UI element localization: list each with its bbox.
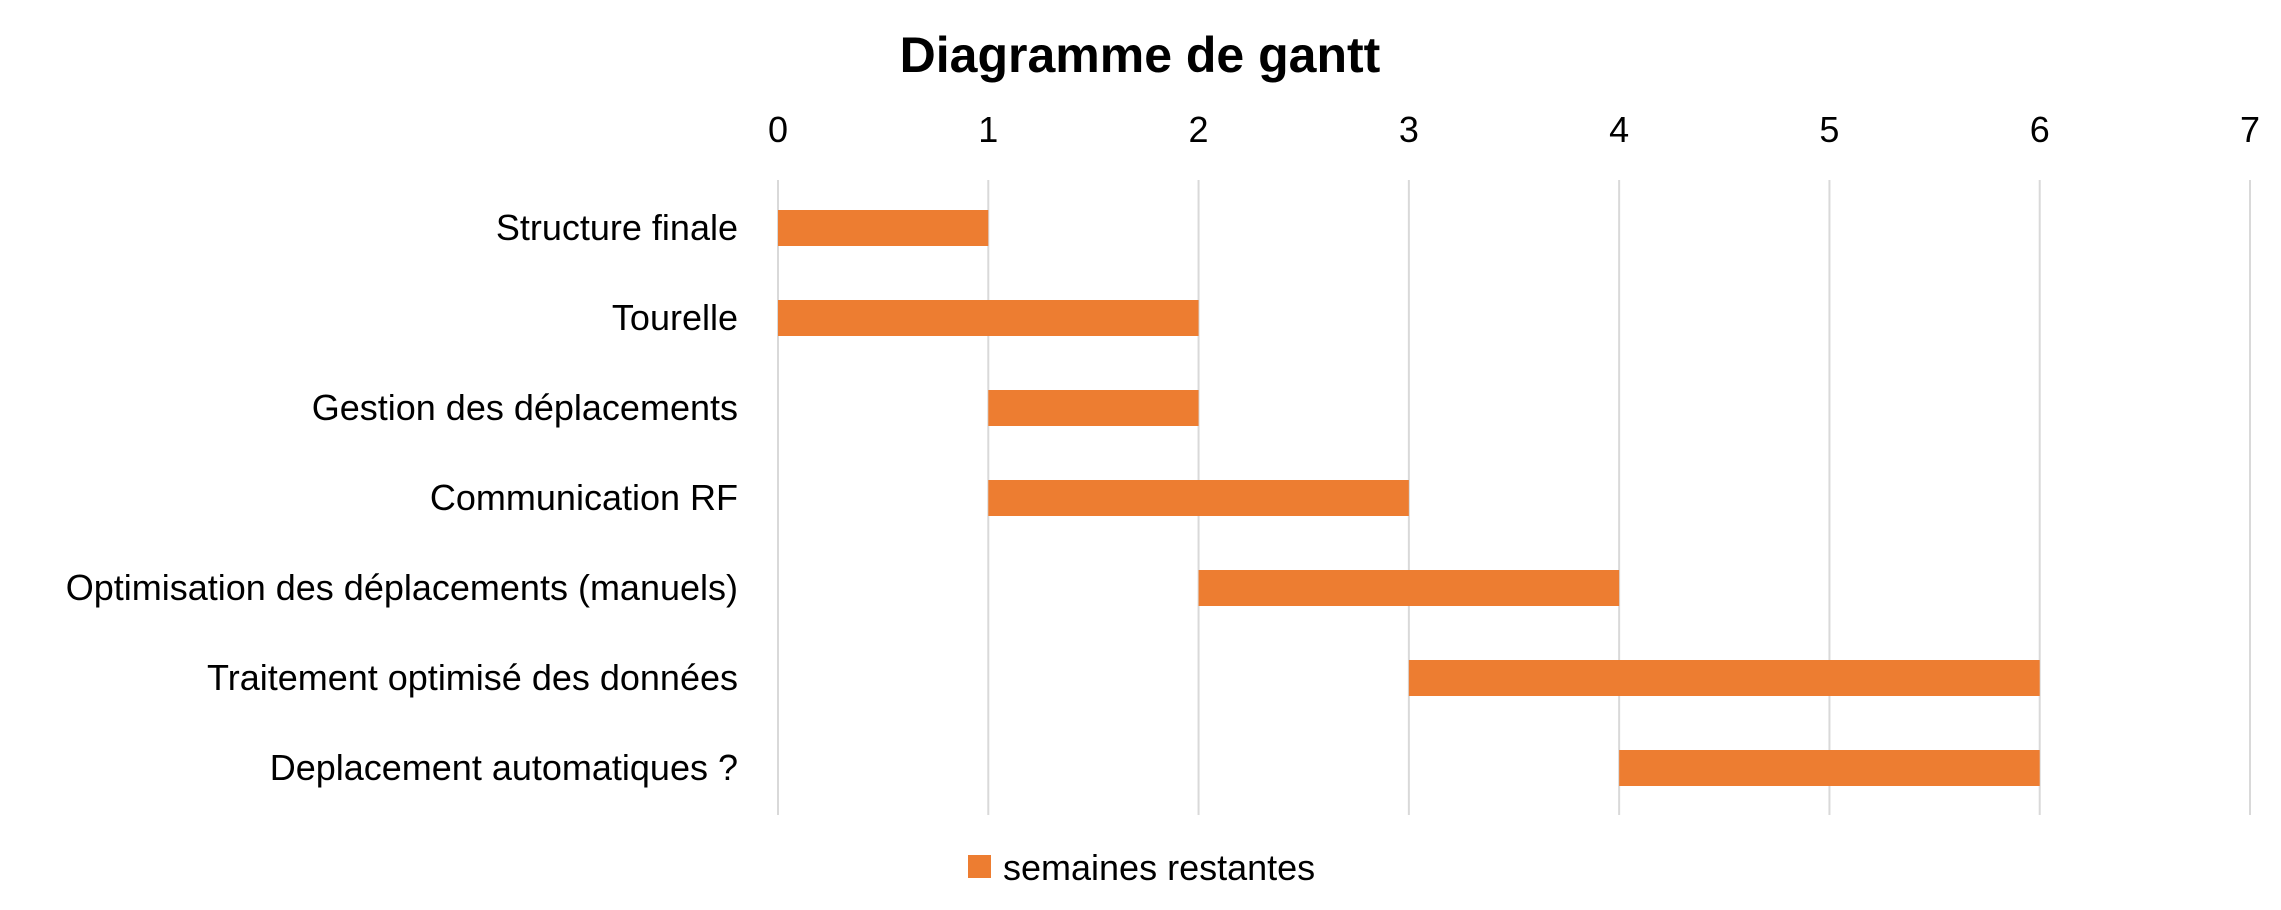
category-label-3: Gestion des déplacements [312, 387, 738, 428]
category-label-1: Structure finale [496, 207, 738, 248]
x-tick-label-3: 3 [1399, 109, 1419, 150]
x-tick-label-5: 5 [1819, 109, 1839, 150]
x-tick-label-7: 7 [2240, 109, 2260, 150]
category-label-6: Traitement optimisé des données [207, 657, 738, 698]
category-labels: Structure finale Tourelle Gestion des dépl… [66, 207, 738, 788]
gantt-bar-3 [988, 390, 1199, 426]
gantt-bar-4 [988, 480, 1409, 516]
x-tick-label-2: 2 [1189, 109, 1209, 150]
bars [778, 210, 2040, 786]
category-label-5: Optimisation des déplacements (manuels) [66, 567, 738, 608]
gantt-bar-2 [778, 300, 1199, 336]
category-label-2: Tourelle [612, 297, 738, 338]
x-tick-label-4: 4 [1609, 109, 1629, 150]
x-tick-label-0: 0 [768, 109, 788, 150]
x-tick-label-6: 6 [2030, 109, 2050, 150]
legend-swatch [968, 855, 991, 878]
gantt-bar-1 [778, 210, 989, 246]
legend: semaines restantes [968, 847, 1315, 888]
gantt-bar-7 [1619, 750, 2040, 786]
x-axis-ticks: 0 1 2 3 4 5 6 7 [768, 109, 2260, 150]
x-tick-label-1: 1 [978, 109, 998, 150]
gantt-bar-6 [1408, 660, 2040, 696]
chart-title: Diagramme de gantt [900, 27, 1381, 83]
category-label-4: Communication RF [430, 477, 738, 518]
gantt-bar-5 [1198, 570, 1620, 606]
category-label-7: Deplacement automatiques ? [270, 747, 738, 788]
legend-label: semaines restantes [1003, 847, 1315, 888]
